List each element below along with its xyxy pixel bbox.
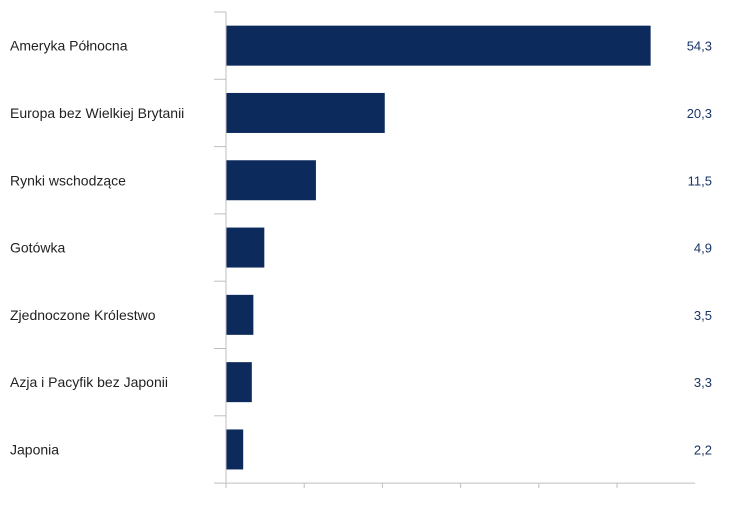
x-tick-label: 0%	[216, 503, 236, 506]
bars-group	[226, 25, 651, 470]
bar	[226, 362, 252, 403]
value-label: 4,9	[694, 241, 712, 256]
value-labels: 54,3 20,3 11,5 4,9 3,5 3,3 2,2	[687, 39, 712, 458]
bar	[226, 227, 265, 268]
x-tick-label: 20%	[368, 503, 396, 506]
value-label: 3,5	[694, 308, 712, 323]
x-tick-labels: 0% 10% 20% 30% 40% 50%	[216, 503, 631, 506]
category-label: Zjednoczone Królestwo	[10, 307, 156, 323]
category-label: Japonia	[10, 441, 59, 457]
value-label: 2,2	[694, 442, 712, 457]
category-label: Ameryka Północna	[10, 38, 128, 54]
bar	[226, 294, 254, 335]
category-label: Azja i Pacyfik bez Japonii	[10, 374, 168, 390]
category-label: Rynki wschodzące	[10, 172, 126, 188]
category-label: Europa bez Wielkiej Brytanii	[10, 105, 184, 121]
bar	[226, 160, 316, 201]
x-tick-label: 50%	[603, 503, 631, 506]
bar	[226, 92, 385, 133]
x-tick-label: 30%	[447, 503, 475, 506]
value-label: 54,3	[687, 39, 712, 54]
value-label: 3,3	[694, 375, 712, 390]
x-tick-label: 40%	[525, 503, 553, 506]
value-label: 11,5	[688, 173, 712, 188]
bar	[226, 429, 244, 470]
x-tick-label: 10%	[290, 503, 318, 506]
value-label: 20,3	[687, 106, 712, 121]
axes-group	[214, 11, 696, 489]
category-label: Gotówka	[10, 240, 65, 256]
bar	[226, 25, 651, 66]
category-labels: Ameryka Północna Europa bez Wielkiej Bryt…	[10, 38, 184, 458]
